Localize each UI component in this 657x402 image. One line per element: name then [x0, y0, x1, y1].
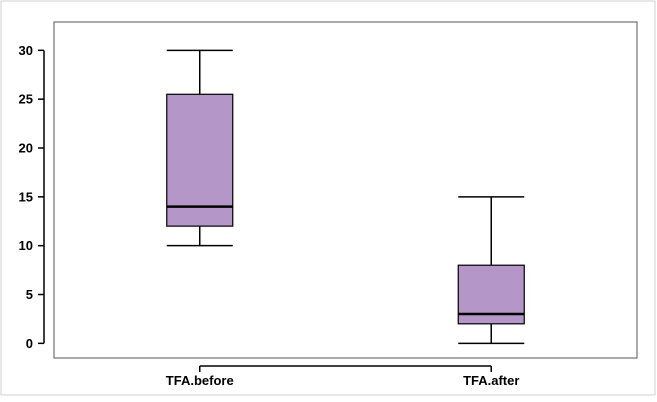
y-tick-label: 15 — [19, 189, 33, 204]
y-tick-label: 20 — [19, 141, 33, 156]
box-series — [166, 49, 525, 345]
box-tfa-before — [166, 49, 234, 247]
y-tick-label: 5 — [26, 287, 33, 302]
box-tfa-after — [457, 196, 525, 345]
y-tick-label: 10 — [19, 238, 33, 253]
plot-area-frame — [53, 21, 638, 359]
iqr-box — [166, 93, 234, 227]
y-tick-label: 25 — [19, 92, 33, 107]
x-tick-label: TFA.before — [166, 373, 234, 388]
y-tick-label: 30 — [19, 43, 33, 58]
y-tick-label: 0 — [26, 336, 33, 351]
y-axis: 0 5 10 15 20 25 30 — [19, 43, 45, 351]
x-axis: TFA.before TFA.after — [166, 365, 519, 388]
x-tick-label: TFA.after — [463, 373, 519, 388]
